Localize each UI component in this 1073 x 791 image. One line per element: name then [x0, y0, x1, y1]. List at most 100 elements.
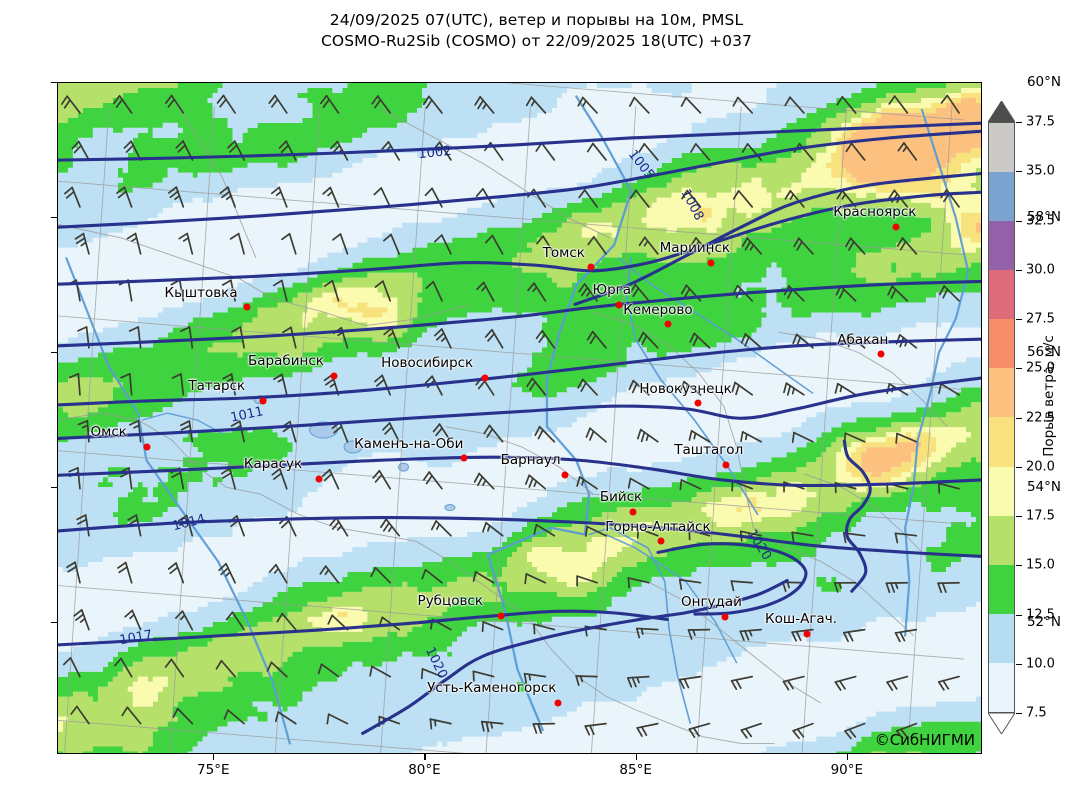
colorbar-tick-mark — [1016, 122, 1022, 124]
city-marker[interactable] — [243, 303, 251, 311]
colorbar-tick-mark — [1016, 663, 1022, 665]
y-tick-mark — [51, 82, 57, 84]
isobar-label: 1002 — [417, 144, 452, 163]
city-label: Татарск — [188, 377, 246, 394]
city-label: Кемерово — [623, 301, 693, 318]
city-label: Усть-Каменогорск — [427, 680, 557, 697]
colorbar-band — [989, 515, 1014, 565]
colorbar-tick-label: 12.5 — [1026, 607, 1055, 622]
city-label: Томск — [542, 244, 585, 261]
isobar-label: 1017 — [118, 627, 155, 649]
colorbar-tick-label: 30.0 — [1026, 262, 1055, 278]
colorbar — [988, 122, 1015, 713]
isobar-label: 1020 — [744, 527, 775, 564]
colorbar-tick-mark — [1016, 368, 1022, 370]
city-label: Каменъ-на-Оби — [354, 435, 464, 452]
colorbar-band — [989, 662, 1014, 712]
y-tick-mark — [51, 352, 57, 354]
colorbar-tick-mark — [1016, 466, 1022, 468]
city-marker[interactable] — [892, 223, 900, 231]
city-marker[interactable] — [722, 461, 730, 469]
colorbar-tick-mark — [1016, 319, 1022, 321]
colorbar-tick-label: 7.5 — [1026, 705, 1047, 721]
city-marker[interactable] — [587, 263, 595, 271]
city-marker[interactable] — [803, 630, 811, 638]
city-label: Рубцовск — [417, 592, 483, 609]
colorbar-band — [989, 417, 1014, 467]
x-tick-label: 80°E — [408, 762, 441, 778]
city-marker[interactable] — [707, 259, 715, 267]
x-tick-label: 85°E — [619, 762, 652, 778]
colorbar-tick-label: 17.5 — [1026, 508, 1055, 524]
city-marker[interactable] — [315, 475, 323, 483]
city-marker[interactable] — [143, 443, 151, 451]
isobar-labels: 1002 1005 1008 1011 1014 1017 1020 1020 — [58, 83, 981, 753]
colorbar-tick-mark — [1016, 171, 1022, 173]
city-marker[interactable] — [694, 399, 702, 407]
isobar-label: 1020 — [422, 645, 451, 682]
city-label: Кыштовка — [164, 284, 238, 301]
colorbar-tick-mark — [1016, 614, 1022, 616]
city-label: Абакан — [837, 331, 889, 348]
y-tick-label: 60°N — [1026, 74, 1061, 90]
city-marker[interactable] — [259, 397, 267, 405]
isobar-label: 1008 — [677, 186, 707, 224]
city-label: Кош-Агач. — [765, 611, 837, 628]
city-label: Барнаул — [500, 452, 561, 469]
city-label: Таштагол — [674, 442, 744, 459]
colorbar-title: Порыв ветра, м/с — [1041, 334, 1057, 457]
x-tick-mark — [635, 754, 637, 760]
city-label: Мариинск — [659, 239, 731, 256]
city-marker[interactable] — [721, 613, 729, 621]
city-marker[interactable] — [497, 612, 505, 620]
x-tick-mark — [213, 754, 215, 760]
city-marker[interactable] — [330, 372, 338, 380]
city-label: Красноярск — [833, 204, 917, 221]
colorbar-tick-label: 37.5 — [1026, 114, 1055, 130]
x-tick-label: 90°E — [830, 762, 864, 778]
city-marker[interactable] — [481, 374, 489, 382]
colorbar-tick-label: 20.0 — [1026, 459, 1055, 475]
chart-title: 24/09/2025 07(UTC), ветер и порывы на 10… — [0, 10, 1073, 52]
city-label: Новокузнецк — [639, 380, 732, 397]
colorbar-band — [989, 613, 1014, 663]
y-tick-mark — [51, 487, 57, 489]
city-marker[interactable] — [554, 699, 562, 707]
colorbar-tick-label: 32.5 — [1026, 213, 1055, 228]
colorbar-tick-mark — [1016, 417, 1022, 419]
city-layer: Кыштовка Барабинск Татарск Омск Карасук Камен… — [58, 83, 981, 753]
city-marker[interactable] — [615, 301, 623, 309]
y-tick-label: 54°N — [1026, 479, 1061, 496]
colorbar-band — [989, 564, 1014, 614]
city-marker[interactable] — [460, 454, 468, 462]
colorbar-tick-label: 22.5 — [1026, 410, 1055, 425]
city-marker[interactable] — [664, 320, 672, 328]
city-label: Бийск — [599, 489, 643, 506]
geography-layer — [58, 95, 970, 745]
colorbar-tick-mark — [1016, 565, 1022, 567]
city-marker[interactable] — [629, 508, 637, 516]
title-line-1: 24/09/2025 07(UTC), ветер и порывы на 10… — [329, 11, 744, 29]
city-label: Горно-Алтайск — [605, 518, 711, 535]
city-marker[interactable] — [877, 350, 885, 358]
colorbar-band — [989, 172, 1014, 222]
y-tick-mark — [51, 622, 57, 624]
colorbar-tick-label: 15.0 — [1026, 557, 1055, 573]
y-tick-label: 56°N — [1026, 344, 1061, 361]
isobar-layer — [58, 121, 981, 735]
colorbar-band — [989, 319, 1014, 369]
city-label: Юрга — [592, 282, 632, 299]
isobar-label: 1005 — [625, 147, 658, 183]
colorbar-tick-mark — [1016, 713, 1022, 715]
colorbar-tick-mark — [1016, 269, 1022, 271]
city-marker[interactable] — [657, 537, 665, 545]
map-plot-area[interactable]: Кыштовка Барабинск Татарск Омск Карасук Камен… — [57, 82, 982, 754]
x-tick-mark — [424, 754, 426, 760]
city-label: Новосибирск — [381, 355, 474, 372]
colorbar-tick-mark — [1016, 220, 1022, 222]
isobar-label: 1014 — [171, 511, 207, 535]
colorbar-tick-label: 25.0 — [1026, 360, 1055, 376]
graticule-layer — [58, 83, 965, 753]
city-marker[interactable] — [561, 471, 569, 479]
